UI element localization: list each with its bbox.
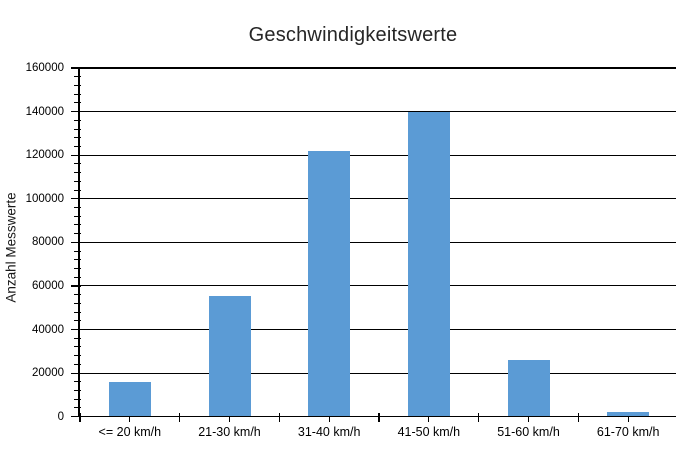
y-axis-tick-label: 20000	[32, 367, 64, 380]
y-axis-major-tick	[71, 328, 81, 331]
gridline	[80, 154, 676, 156]
y-axis-major-tick	[71, 110, 81, 113]
x-axis-category-label: 41-50 km/h	[397, 425, 461, 439]
y-axis-minor-tick	[74, 93, 81, 95]
gridline	[80, 372, 676, 374]
gridline	[80, 111, 676, 113]
y-axis-minor-tick	[74, 180, 81, 182]
y-axis-minor-tick	[74, 102, 81, 104]
gridline	[80, 67, 676, 69]
x-axis-category-label: <= 20 km/h	[98, 425, 162, 439]
bar	[407, 111, 450, 417]
y-axis-minor-tick	[74, 363, 81, 365]
chart-title: Geschwindigkeitswerte	[248, 24, 458, 46]
y-axis-minor-tick	[74, 276, 81, 278]
y-axis-tick-label: 100000	[25, 192, 64, 205]
x-axis-line	[78, 415, 676, 418]
x-axis-category-label: 31-40 km/h	[297, 425, 361, 439]
y-axis-major-tick	[71, 67, 81, 69]
x-axis-category-label: 21-30 km/h	[198, 425, 261, 439]
bar	[208, 295, 251, 417]
y-axis-minor-tick	[74, 189, 81, 191]
y-axis-minor-tick	[74, 337, 81, 339]
y-axis-minor-tick	[74, 224, 81, 226]
gridline	[80, 241, 676, 243]
y-axis-minor-tick	[74, 294, 81, 296]
y-axis-minor-tick	[74, 268, 81, 269]
y-axis-major-tick	[71, 241, 81, 243]
y-axis-minor-tick	[74, 259, 81, 261]
y-axis-line	[78, 68, 80, 417]
x-axis-category-label: 51-60 km/h	[497, 425, 560, 439]
y-axis-tick-label: 160000	[25, 62, 64, 74]
y-axis-major-tick	[71, 154, 81, 156]
y-axis-minor-tick	[74, 137, 81, 139]
y-axis-minor-tick	[74, 320, 81, 322]
gridline	[80, 285, 676, 287]
y-axis-tick-label: 80000	[32, 236, 64, 249]
y-axis-minor-tick	[74, 119, 81, 121]
y-axis-minor-tick	[74, 355, 81, 357]
y-axis-minor-tick	[74, 302, 81, 304]
y-axis-tick-label: 40000	[32, 323, 64, 336]
y-axis-minor-tick	[74, 381, 81, 383]
y-axis-major-tick	[71, 372, 81, 374]
y-axis-minor-tick	[74, 206, 81, 208]
y-axis-major-tick	[71, 198, 81, 200]
y-axis-tick-label: 0	[57, 410, 64, 423]
bar	[607, 412, 650, 417]
y-axis-tick-label: 60000	[32, 279, 64, 292]
y-axis-minor-tick	[74, 311, 81, 313]
y-axis-major-tick	[71, 416, 81, 418]
y-axis-minor-tick	[74, 76, 81, 78]
gridline	[80, 198, 676, 200]
y-axis-minor-tick	[74, 390, 81, 392]
y-axis-minor-tick	[74, 250, 81, 252]
bar	[108, 381, 151, 417]
gridline	[80, 328, 676, 331]
bar	[507, 360, 550, 417]
x-axis-category-label: 61-70 km/h	[596, 425, 660, 439]
y-axis-minor-tick	[74, 407, 81, 409]
bar	[308, 150, 351, 417]
y-axis-minor-tick	[74, 163, 81, 165]
y-axis-minor-tick	[74, 346, 81, 348]
y-axis-minor-tick	[74, 233, 81, 235]
y-axis-minor-tick	[74, 398, 81, 400]
y-axis-minor-tick	[74, 128, 81, 130]
y-axis-minor-tick	[74, 172, 81, 174]
y-axis-minor-tick	[74, 215, 81, 217]
y-axis-major-tick	[71, 285, 81, 287]
y-axis-tick-label: 120000	[25, 149, 64, 162]
y-axis-minor-tick	[74, 145, 81, 147]
y-axis-tick-label: 140000	[25, 105, 64, 118]
y-axis-minor-tick	[74, 84, 81, 86]
